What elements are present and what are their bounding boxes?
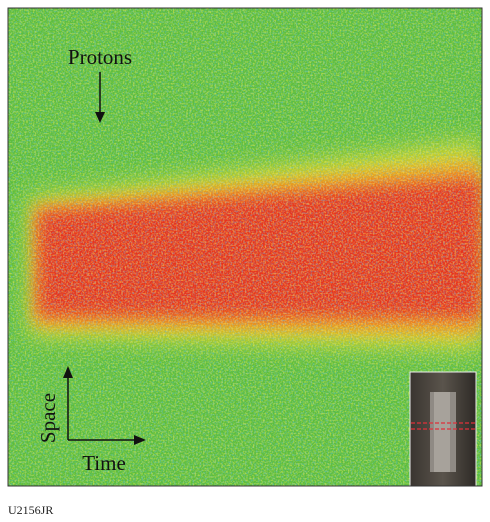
axes-arrows [63, 366, 146, 445]
streak-image [8, 8, 482, 486]
protons-label: Protons [68, 45, 132, 69]
figure-id: U2156JR [8, 503, 53, 517]
frame [7, 7, 483, 487]
time-label: Time [82, 451, 126, 475]
protons-arrow [95, 72, 105, 123]
inset-photo [409, 371, 477, 486]
space-label: Space [36, 393, 60, 443]
